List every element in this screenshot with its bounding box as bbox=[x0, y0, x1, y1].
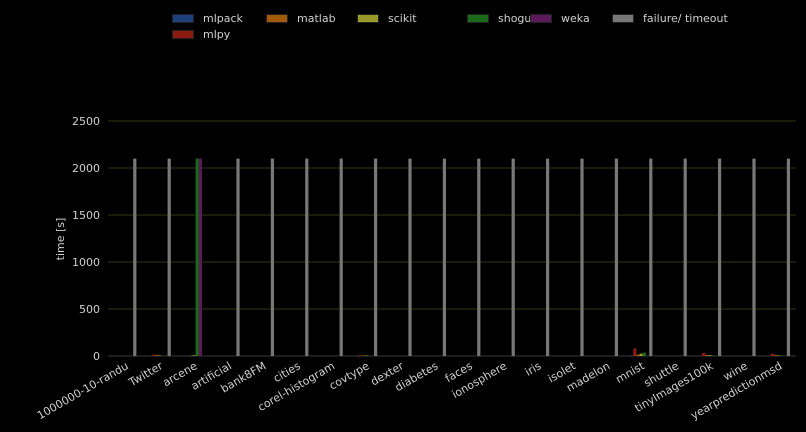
legend-swatch bbox=[467, 13, 489, 23]
bar bbox=[649, 158, 653, 356]
x-tick-label: mnist bbox=[614, 359, 648, 386]
y-axis-label: time [s] bbox=[54, 218, 67, 261]
legend-swatch bbox=[612, 13, 634, 23]
legend-item: mlpack bbox=[172, 10, 243, 26]
y-tick-label: 500 bbox=[79, 303, 100, 316]
bar bbox=[151, 354, 155, 356]
bar bbox=[774, 355, 778, 356]
bar bbox=[339, 158, 343, 356]
bar bbox=[477, 158, 481, 356]
bar bbox=[752, 158, 756, 356]
bar bbox=[198, 158, 202, 356]
bar bbox=[777, 355, 781, 356]
bar bbox=[705, 354, 709, 356]
bar bbox=[639, 353, 643, 356]
bar bbox=[408, 158, 412, 356]
bar bbox=[614, 158, 618, 356]
bar bbox=[192, 355, 196, 356]
bar bbox=[374, 158, 378, 356]
y-tick-label: 2500 bbox=[72, 115, 100, 128]
bar bbox=[718, 158, 722, 356]
bar bbox=[270, 158, 274, 356]
bar bbox=[158, 355, 162, 356]
bar bbox=[511, 158, 515, 356]
legend-label: matlab bbox=[297, 11, 336, 25]
bar bbox=[546, 158, 550, 356]
bar bbox=[236, 158, 240, 356]
x-tick-label: iris bbox=[523, 359, 544, 379]
bar bbox=[133, 158, 137, 356]
bar bbox=[195, 158, 199, 356]
bar bbox=[580, 158, 584, 356]
legend-label: shogun bbox=[498, 11, 539, 25]
bar bbox=[442, 158, 446, 356]
legend-swatch bbox=[266, 13, 288, 23]
legend-swatch bbox=[530, 13, 552, 23]
y-tick-label: 2000 bbox=[72, 162, 100, 175]
legend-item: weka bbox=[530, 10, 590, 26]
bar bbox=[154, 355, 158, 356]
legend: mlpack mlpy matlab scikit shogun weka failure/… bbox=[172, 10, 772, 46]
legend-label: failure/ timeout bbox=[643, 11, 728, 25]
legend-item: scikit bbox=[357, 10, 417, 26]
bar bbox=[642, 352, 646, 356]
y-tick-label: 0 bbox=[93, 350, 100, 363]
bar bbox=[358, 355, 362, 356]
y-tick-label: 1500 bbox=[72, 209, 100, 222]
bar bbox=[786, 158, 790, 356]
bar bbox=[708, 355, 712, 356]
x-axis-ticks: 1000000-10-randuTwitterarceneartificialb… bbox=[35, 359, 784, 422]
legend-label: scikit bbox=[388, 11, 417, 25]
x-tick-label: Twitter bbox=[126, 359, 166, 389]
bar bbox=[630, 355, 634, 356]
bar bbox=[305, 158, 309, 356]
legend-item: mlpy bbox=[172, 26, 230, 42]
legend-swatch bbox=[357, 13, 379, 23]
legend-label: mlpack bbox=[203, 11, 243, 25]
legend-label: weka bbox=[561, 11, 590, 25]
legend-item: shogun bbox=[467, 10, 538, 26]
legend-swatch bbox=[172, 13, 194, 23]
grid-lines bbox=[108, 120, 796, 357]
bar bbox=[636, 354, 640, 356]
legend-item: matlab bbox=[266, 10, 336, 26]
bar bbox=[683, 158, 687, 356]
legend-swatch bbox=[172, 29, 194, 39]
bar bbox=[167, 158, 171, 356]
bars-group bbox=[133, 158, 790, 356]
bar bbox=[702, 352, 706, 356]
bar bbox=[711, 355, 715, 356]
x-tick-label: 1000000-10-randu bbox=[35, 359, 131, 422]
bar bbox=[364, 355, 368, 356]
y-axis-ticks: 0 500 1000 1500 2000 2500 bbox=[72, 115, 100, 363]
legend-item: failure/ timeout bbox=[612, 10, 728, 26]
legend-label: mlpy bbox=[203, 27, 231, 41]
y-tick-label: 1000 bbox=[72, 256, 100, 269]
x-tick-label: covtype bbox=[327, 359, 372, 392]
bar bbox=[770, 353, 774, 356]
bar bbox=[633, 348, 637, 356]
